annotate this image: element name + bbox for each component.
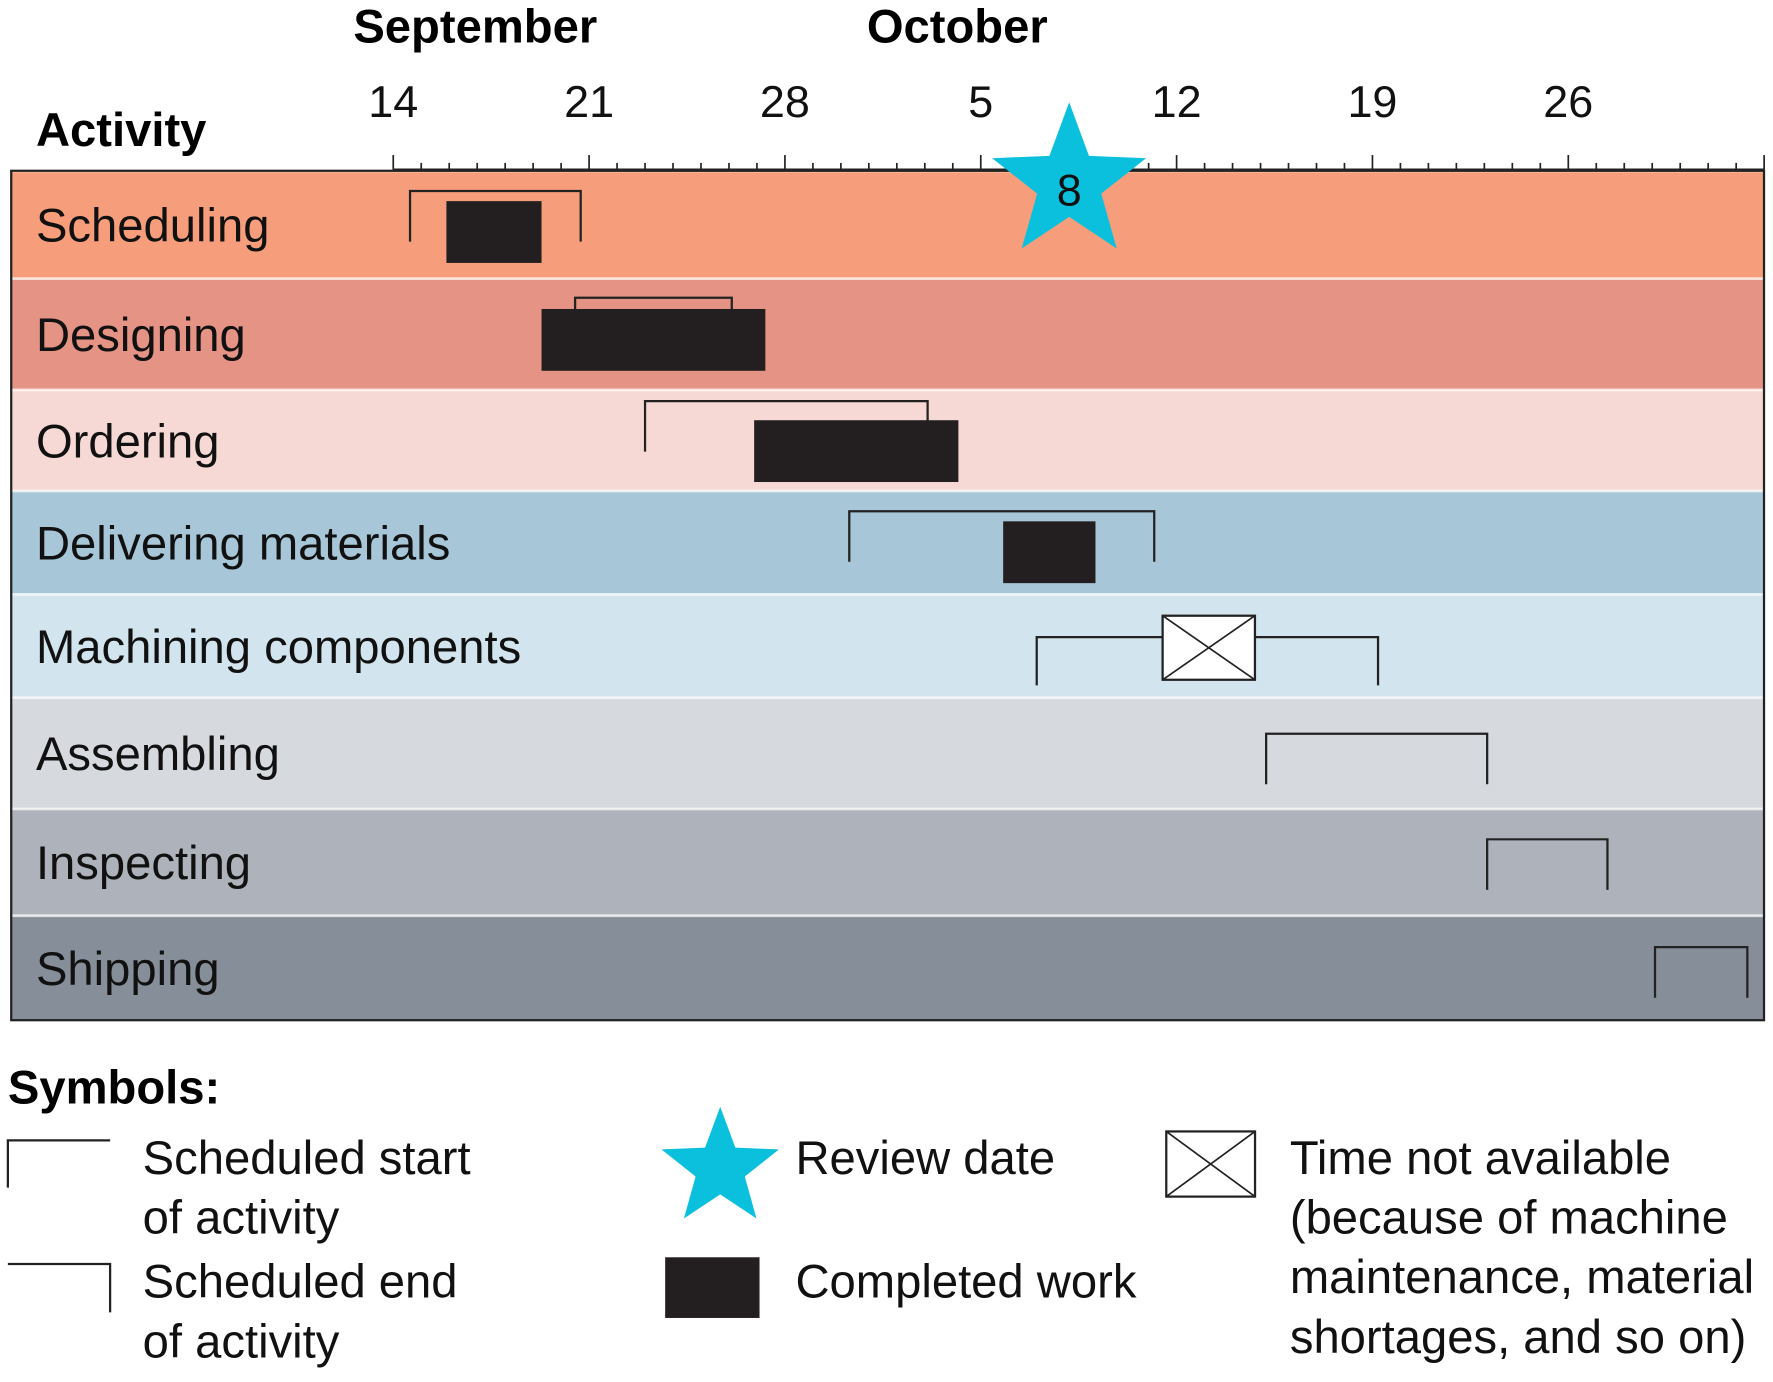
legend-completed: Completed work [795, 1256, 1136, 1309]
month-september: September [353, 1, 597, 54]
legend-review: Review date [795, 1132, 1055, 1185]
completed-work-bar [446, 201, 542, 263]
review-marker: 8 [992, 102, 1147, 249]
completed-work-bar [1003, 521, 1096, 584]
activity-label: Delivering materials [36, 518, 450, 571]
tick-label: 12 [1152, 76, 1202, 127]
completed-work-bar [754, 420, 959, 483]
legend-end-line1: Scheduled end [143, 1256, 458, 1309]
legend-unavailable-line4: shortages, and so on) [1290, 1311, 1746, 1364]
tick-label: 14 [368, 76, 418, 127]
scheduled-bracket [1486, 838, 1609, 890]
chart-border [10, 169, 1766, 1022]
tick-label: 21 [564, 76, 614, 127]
time-unavailable-cross [1162, 615, 1256, 681]
tick-label: 5 [968, 76, 993, 127]
scheduled-start-icon [6, 1139, 111, 1188]
legend: Symbols: Scheduled start of activity Sch… [6, 1061, 1754, 1368]
tick-label: 28 [760, 76, 810, 127]
legend-start-line2: of activity [143, 1192, 340, 1245]
review-star-icon [661, 1106, 779, 1219]
scheduled-end-icon [7, 1262, 112, 1313]
month-october: October [867, 1, 1048, 54]
activity-label: Assembling [36, 728, 280, 781]
tick-label: 26 [1543, 76, 1593, 127]
row-band [11, 915, 1765, 1021]
legend-end-line2: of activity [143, 1315, 340, 1368]
activity-label: Machining components [36, 621, 521, 674]
row-band [11, 278, 1765, 390]
row-band [11, 491, 1765, 595]
review-star-icon [992, 102, 1147, 249]
completed-work-bar [541, 308, 766, 371]
row-band [11, 697, 1765, 809]
scheduled-bracket [408, 189, 582, 242]
review-date-label: 8 [1057, 165, 1082, 216]
tick-label: 19 [1347, 76, 1397, 127]
scheduled-bracket [848, 510, 1156, 562]
legend-unavailable-line1: Time not available [1290, 1132, 1671, 1185]
legend-title: Symbols: [8, 1061, 220, 1114]
activity-label: Scheduling [36, 200, 270, 253]
activity-label: Inspecting [36, 837, 251, 890]
activity-marks [408, 189, 1749, 998]
activity-rows: Scheduling Designing Ordering Delivering ma… [11, 169, 1765, 1021]
activity-label: Designing [36, 309, 246, 362]
legend-start-line1: Scheduled start [143, 1132, 471, 1185]
completed-work-icon [665, 1257, 760, 1318]
row-band [11, 808, 1765, 916]
row-band [11, 594, 1765, 698]
legend-unavailable-line3: maintenance, material [1290, 1251, 1754, 1304]
activity-label: Ordering [36, 415, 220, 468]
time-unavailable-icon [1165, 1130, 1257, 1198]
row-band [11, 170, 1765, 279]
activity-label: Shipping [36, 943, 220, 996]
scheduled-bracket [1265, 732, 1489, 785]
scheduled-bracket [1653, 946, 1749, 998]
activity-header: Activity [36, 104, 206, 157]
legend-unavailable-line2: (because of machine [1290, 1192, 1728, 1245]
